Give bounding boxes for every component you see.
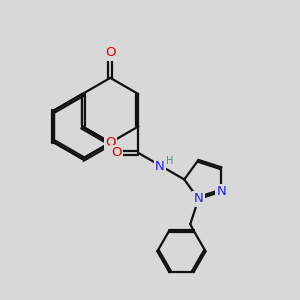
Text: O: O: [105, 46, 116, 59]
Text: N: N: [217, 185, 226, 198]
Text: H: H: [166, 156, 173, 166]
Text: O: O: [105, 136, 116, 149]
Text: N: N: [155, 160, 165, 173]
Text: N: N: [194, 193, 203, 206]
Text: O: O: [111, 146, 122, 159]
